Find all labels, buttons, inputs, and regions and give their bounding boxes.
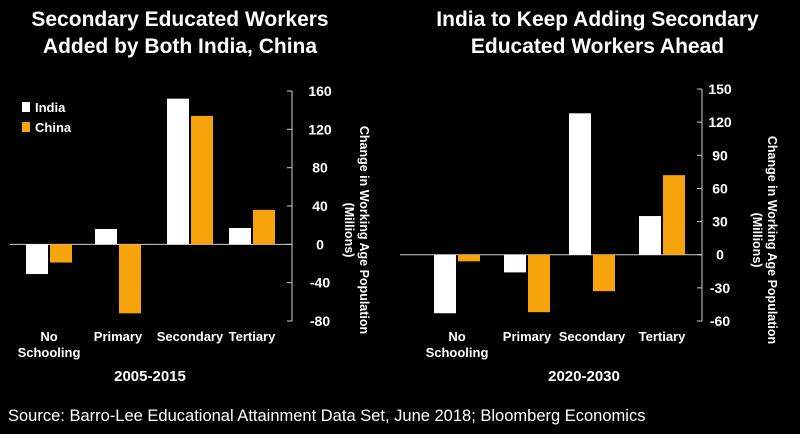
chart1-category-label: Primary bbox=[94, 329, 143, 344]
chart2-bar-china-primary bbox=[528, 254, 550, 313]
chart1-bar-china-secondary bbox=[191, 115, 213, 245]
chart1-y-axis-title: Change in Working Age Population(Million… bbox=[342, 126, 371, 334]
chart2-y-tick-label: -60 bbox=[710, 313, 730, 329]
legend-swatch-china bbox=[22, 122, 30, 132]
chart2-bar-india-secondary bbox=[569, 113, 591, 255]
chart1-category-label: Secondary bbox=[157, 329, 224, 344]
chart1-y-tick-label: 40 bbox=[312, 198, 328, 214]
chart2-category-label: Tertiary bbox=[639, 329, 686, 344]
left-chart-title: Secondary Educated Workers Added by Both … bbox=[31, 8, 329, 58]
chart2-bar-india-primary bbox=[504, 254, 526, 273]
legend-swatch-india bbox=[22, 102, 30, 112]
chart2-y-axis-title-line: (Millions) bbox=[750, 213, 764, 268]
chart1-bar-china-no-schooling bbox=[50, 244, 72, 263]
chart2-y-axis-title-line: Change in Working Age Population bbox=[765, 136, 779, 344]
chart1-bar-india-primary bbox=[95, 229, 117, 245]
chart1-y-axis-title-line: (Millions) bbox=[342, 203, 356, 258]
chart1-bar-china-tertiary bbox=[253, 209, 275, 245]
chart1-y-tick-label: 160 bbox=[308, 83, 332, 99]
source-note: Source: Barro-Lee Educational Attainment… bbox=[8, 407, 646, 425]
chart2-y-tick-label: 120 bbox=[708, 114, 732, 130]
right-chart-title: India to Keep Adding Secondary Educated W… bbox=[436, 8, 759, 58]
chart2-y-tick-label: 30 bbox=[712, 214, 728, 230]
chart2-bar-india-tertiary bbox=[639, 216, 661, 255]
chart1-bar-india-secondary bbox=[167, 98, 189, 245]
chart2-y-tick-label: 0 bbox=[716, 247, 724, 263]
chart2-y-tick-label: 90 bbox=[712, 147, 728, 163]
chart1-category-label: Schooling bbox=[18, 345, 81, 360]
chart2-y-tick-label: 60 bbox=[712, 180, 728, 196]
chart2-y-tick-label: -30 bbox=[710, 280, 730, 296]
chart1-bar-india-tertiary bbox=[229, 228, 251, 245]
chart2-bar-china-secondary bbox=[593, 254, 615, 292]
chart1-category-label: Tertiary bbox=[229, 329, 276, 344]
chart1-y-tick-label: 0 bbox=[316, 236, 324, 252]
chart1-y-tick-label: -80 bbox=[310, 313, 330, 329]
chart1-period-label: 2005-2015 bbox=[114, 368, 186, 385]
chart2-bar-india-no-schooling bbox=[434, 254, 456, 314]
chart1-category-label: No bbox=[40, 329, 57, 344]
chart2-category-label: No bbox=[448, 329, 465, 344]
legend-label-india: India bbox=[35, 100, 66, 115]
chart1-bar-china-primary bbox=[119, 244, 141, 314]
chart1-y-tick-label: -40 bbox=[310, 275, 330, 291]
legend-label-china: China bbox=[35, 120, 72, 135]
chart2-y-axis-title: Change in Working Age Population(Million… bbox=[750, 136, 779, 344]
chart1-y-tick-label: 120 bbox=[308, 121, 332, 137]
chart2-bar-china-no-schooling bbox=[458, 254, 480, 262]
chart1-bar-india-no-schooling bbox=[26, 244, 48, 275]
chart1-y-axis-title-line: Change in Working Age Population bbox=[357, 126, 371, 334]
chart2-bar-china-tertiary bbox=[663, 175, 685, 255]
chart2-category-label: Secondary bbox=[559, 329, 626, 344]
chart2-category-label: Schooling bbox=[426, 345, 489, 360]
chart2-period-label: 2020-2030 bbox=[548, 368, 620, 385]
chart2-category-label: Primary bbox=[503, 329, 552, 344]
chart1-y-tick-label: 80 bbox=[312, 160, 328, 176]
chart2-y-tick-label: 150 bbox=[708, 81, 732, 97]
